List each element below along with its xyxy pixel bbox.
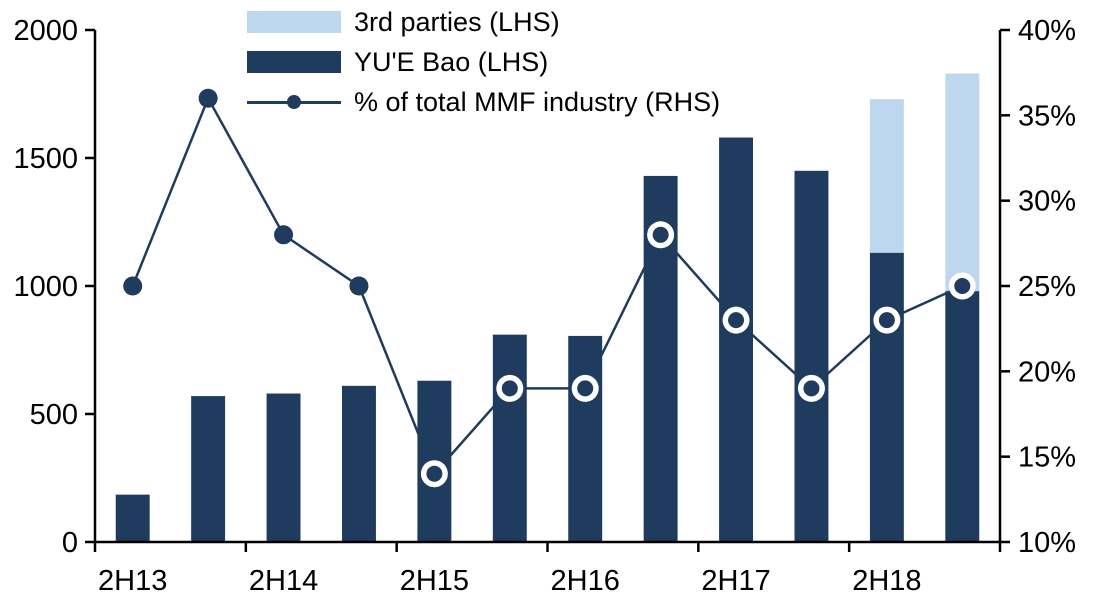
left-axis-tick-label: 1000 (13, 271, 78, 303)
right-axis-tick-label: 35% (1018, 100, 1076, 132)
right-axis-tick-label: 30% (1018, 186, 1076, 218)
bar-yuebao-2H18 (869, 252, 904, 542)
line-point-2H15 (426, 465, 443, 482)
line-point-2H18 (878, 312, 895, 329)
legend-item-yuebao: YU'E Bao (LHS) (247, 42, 720, 82)
x-axis-tick-label: 2H17 (701, 565, 770, 597)
legend-swatch-yuebao (247, 51, 341, 73)
bar-yuebao-1H16 (492, 334, 527, 542)
x-axis-tick-label: 2H15 (400, 565, 469, 597)
legend-item-3rd-parties: 3rd parties (LHS) (247, 2, 720, 42)
right-axis-tick-label: 20% (1018, 356, 1076, 388)
legend-label-mmf-line: % of total MMF industry (RHS) (354, 86, 721, 117)
left-axis-tick-label: 1500 (13, 143, 78, 175)
bar-yuebao-1H19 (945, 291, 980, 542)
left-axis-tick-label: 2000 (13, 15, 78, 47)
bar-yuebao-2H14 (266, 393, 301, 542)
chart-legend: 3rd parties (LHS) YU'E Bao (LHS) % of to… (247, 2, 720, 122)
line-point-2H13 (123, 276, 143, 296)
x-axis-tick-label: 2H14 (249, 565, 318, 597)
line-point-2H14 (274, 225, 294, 245)
legend-item-mmf-line: % of total MMF industry (RHS) (247, 82, 720, 122)
bar-yuebao-2H13 (115, 494, 150, 542)
x-axis-tick-label: 2H13 (98, 565, 167, 597)
bar-yuebao-1H15 (341, 385, 376, 542)
line-point-1H19 (954, 278, 971, 294)
bar-yuebao-1H18 (794, 170, 829, 543)
x-axis-tick-label: 2H16 (551, 565, 620, 597)
line-point-1H17 (652, 226, 669, 243)
mmf-share-line (131, 95, 963, 477)
line-point-1H14 (198, 88, 218, 108)
right-axis-tick-label: 10% (1018, 527, 1076, 559)
x-axis-tick-label: 2H18 (852, 565, 921, 597)
bar-yuebao-2H16 (568, 335, 603, 542)
bar-3rd-parties-2H18 (869, 99, 904, 253)
legend-line-dot-icon (287, 95, 301, 109)
left-axis-tick-label: 0 (62, 527, 78, 559)
legend-label-yuebao: YU'E Bao (LHS) (354, 46, 549, 77)
line-point-1H15 (349, 276, 369, 296)
bar-yuebao-2H17 (719, 137, 754, 542)
right-axis-tick-label: 40% (1018, 15, 1076, 47)
legend-line-sample (247, 95, 341, 109)
line-point-1H18 (803, 380, 820, 397)
bar-yuebao-1H14 (191, 396, 226, 542)
line-point-2H16 (577, 380, 594, 397)
legend-swatch-3rd-parties (247, 11, 341, 33)
left-axis-tick-label: 500 (30, 399, 78, 431)
line-point-2H17 (728, 312, 745, 329)
right-axis-tick-label: 25% (1018, 271, 1076, 303)
right-axis-tick-label: 15% (1018, 442, 1076, 474)
line-point-1H16 (501, 380, 518, 397)
legend-label-3rd-parties: 3rd parties (LHS) (354, 6, 560, 37)
bar-3rd-parties-1H19 (945, 73, 980, 292)
